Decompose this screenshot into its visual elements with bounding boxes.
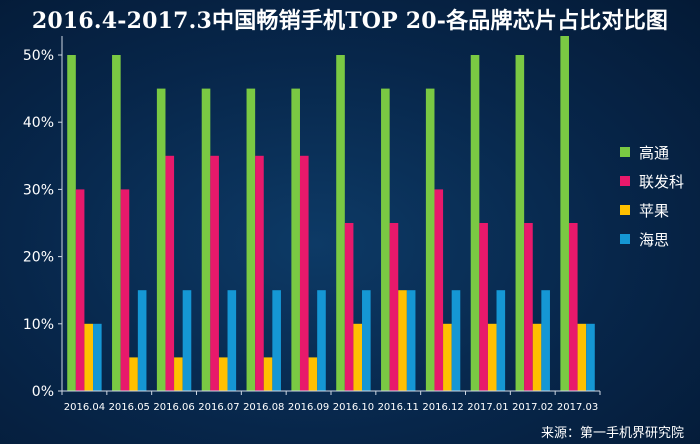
y-tick-label: 0% bbox=[32, 384, 54, 400]
y-tick-label: 20% bbox=[23, 250, 54, 266]
x-tick-label: 2016.04 bbox=[64, 402, 105, 413]
bar bbox=[496, 290, 506, 391]
y-tick-label: 30% bbox=[23, 182, 54, 198]
legend-label: 苹果 bbox=[639, 201, 670, 220]
legend-label: 高通 bbox=[639, 143, 670, 162]
bar bbox=[255, 155, 264, 391]
bar bbox=[560, 36, 569, 391]
bar bbox=[515, 55, 525, 391]
bar bbox=[67, 55, 76, 391]
legend: 高通 联发科 苹果 海思 bbox=[620, 142, 684, 249]
x-tick-label: 2016.09 bbox=[288, 402, 329, 413]
bar bbox=[263, 357, 273, 391]
bar bbox=[344, 223, 354, 391]
y-tick-label: 10% bbox=[23, 317, 54, 333]
y-tick-label: 50% bbox=[23, 48, 54, 64]
y-tick-label: 40% bbox=[23, 115, 54, 131]
x-tick-label: 2017.01 bbox=[467, 402, 508, 413]
bar bbox=[362, 290, 371, 391]
x-tick-label: 2016.10 bbox=[333, 402, 374, 413]
bar bbox=[487, 323, 497, 391]
x-tick-label: 2017.02 bbox=[512, 402, 553, 413]
bar bbox=[532, 323, 542, 391]
bar bbox=[174, 357, 183, 391]
bar bbox=[451, 290, 461, 391]
source-note: 来源：第一手机界研究院 bbox=[540, 426, 684, 441]
legend-swatch bbox=[620, 147, 630, 157]
bar bbox=[398, 290, 407, 391]
bar bbox=[381, 88, 390, 391]
y-axis: 0% 10% 20% 30% 40% 50% bbox=[23, 36, 63, 400]
bar bbox=[470, 55, 480, 391]
bar bbox=[389, 223, 399, 391]
bar bbox=[479, 223, 488, 391]
bar bbox=[541, 290, 550, 391]
bar bbox=[291, 88, 300, 391]
bar bbox=[112, 55, 121, 391]
bar bbox=[165, 155, 175, 391]
bar bbox=[156, 88, 166, 391]
legend-swatch bbox=[620, 176, 630, 186]
bar bbox=[182, 290, 192, 391]
bar bbox=[353, 323, 363, 391]
x-tick-label: 2016.08 bbox=[243, 402, 284, 413]
bar bbox=[524, 223, 533, 391]
bar bbox=[210, 155, 219, 391]
legend-item: 海思 bbox=[620, 229, 684, 249]
bar bbox=[75, 189, 85, 391]
bar bbox=[317, 290, 326, 391]
legend-swatch bbox=[620, 234, 630, 244]
bar bbox=[137, 290, 147, 391]
legend-item: 高通 bbox=[620, 142, 684, 162]
bar bbox=[218, 357, 228, 391]
bar bbox=[443, 323, 452, 391]
bar bbox=[201, 88, 211, 391]
bar bbox=[568, 223, 578, 391]
bar bbox=[308, 357, 318, 391]
bar bbox=[84, 323, 94, 391]
bar bbox=[586, 323, 595, 391]
x-tick-label: 2016.12 bbox=[422, 402, 463, 413]
bar bbox=[272, 290, 281, 391]
x-axis: 2016.04 2016.05 2016.06 2016.07 2016.08 2016.… bbox=[61, 390, 601, 413]
bar bbox=[93, 323, 102, 391]
legend-item: 联发科 bbox=[620, 171, 684, 191]
x-tick-label: 2016.05 bbox=[109, 402, 150, 413]
legend-label: 海思 bbox=[639, 230, 670, 249]
bars bbox=[67, 36, 595, 391]
bar bbox=[577, 323, 587, 391]
bar bbox=[246, 88, 256, 391]
bar bbox=[129, 357, 138, 391]
legend-swatch bbox=[620, 205, 630, 215]
bar bbox=[336, 55, 345, 391]
bar bbox=[120, 189, 130, 391]
bar bbox=[434, 189, 444, 391]
chart-title: 2016.4-2017.3中国畅销手机TOP 20-各品牌芯片占比对比图 bbox=[31, 8, 669, 34]
x-tick-label: 2016.06 bbox=[153, 402, 194, 413]
bar bbox=[425, 88, 435, 391]
bar bbox=[299, 155, 309, 391]
x-tick-label: 2016.11 bbox=[378, 402, 419, 413]
x-tick-label: 2017.03 bbox=[557, 402, 598, 413]
x-tick-label: 2016.07 bbox=[198, 402, 239, 413]
legend-label: 联发科 bbox=[639, 172, 685, 191]
legend-item: 苹果 bbox=[620, 200, 684, 220]
bar bbox=[406, 290, 416, 391]
bar bbox=[227, 290, 237, 391]
